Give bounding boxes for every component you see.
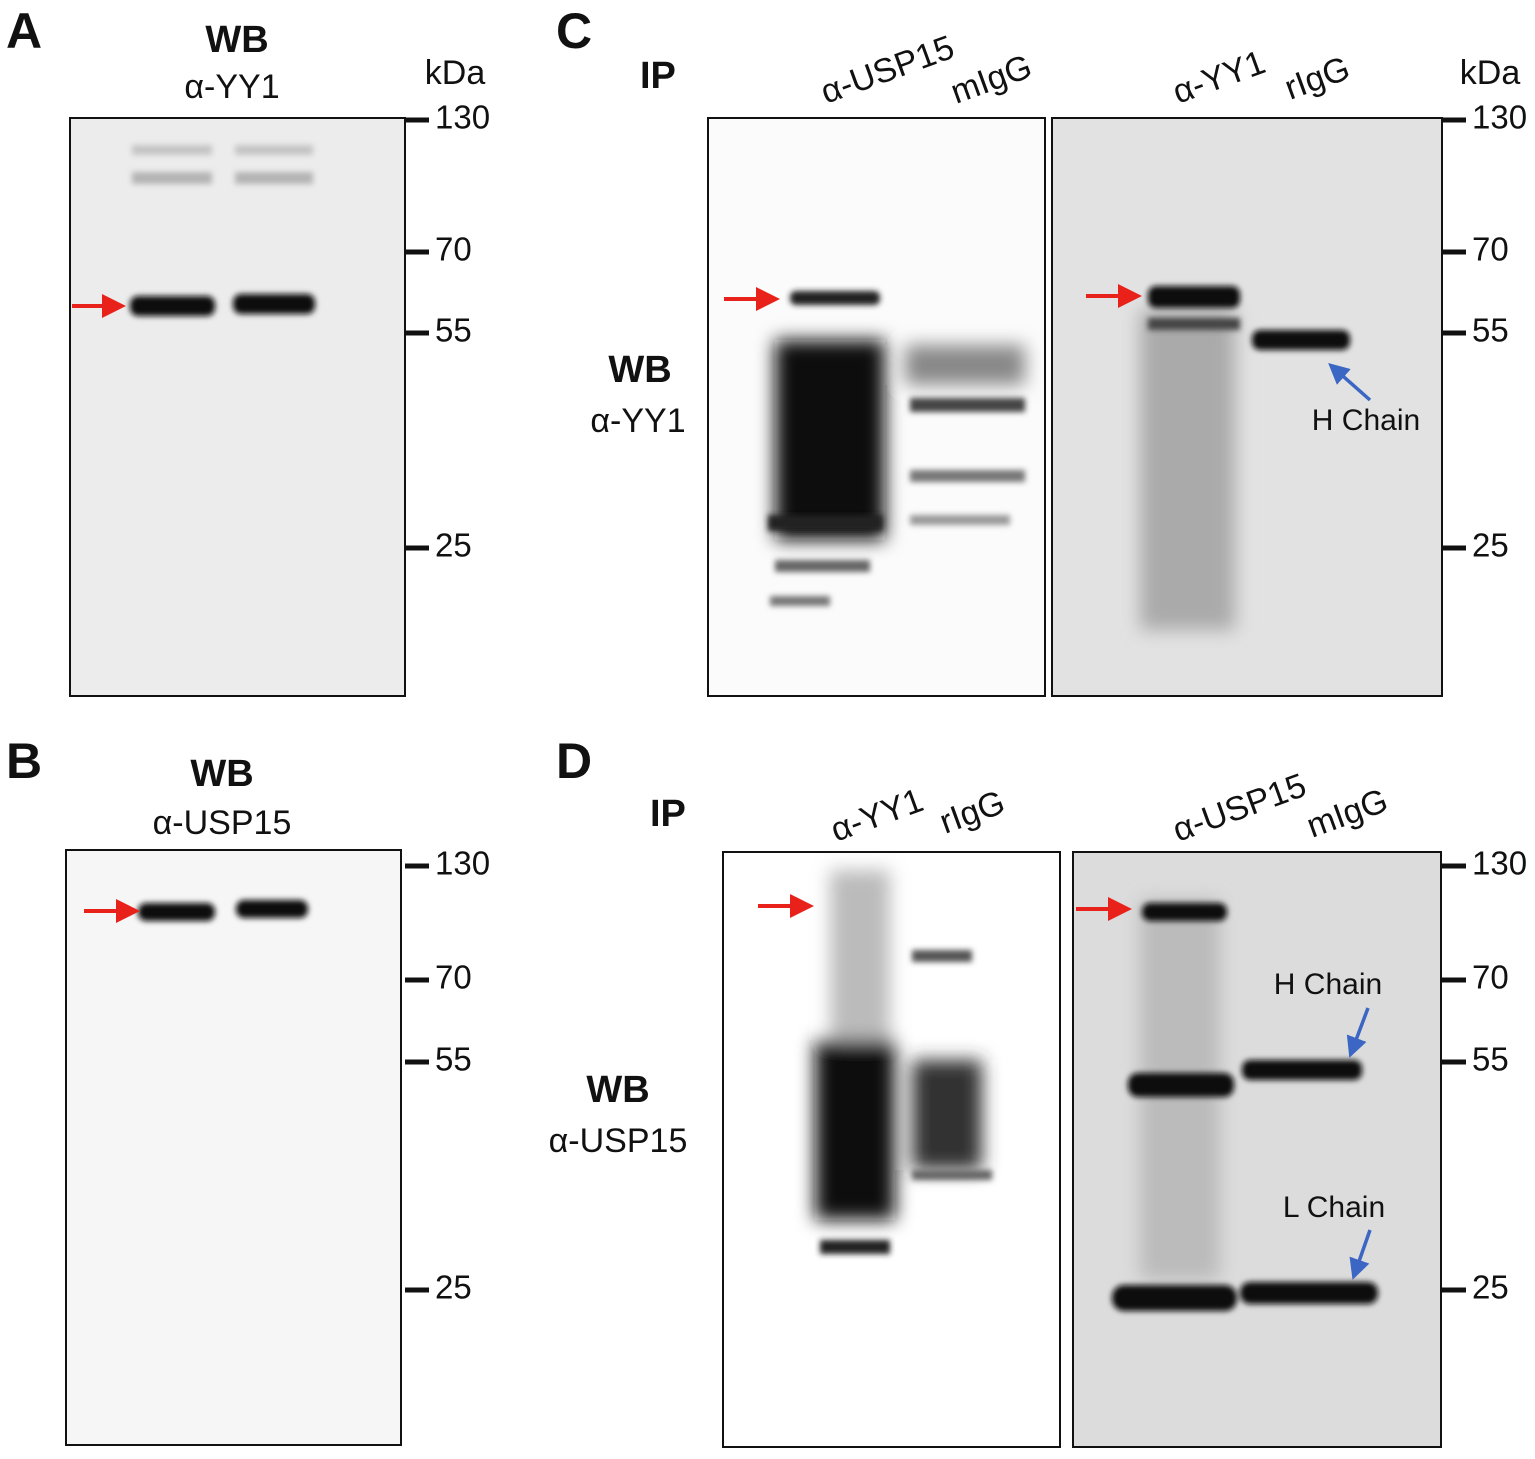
wb-antibody: α-YY1 [590,402,685,440]
lane-label: rIgG [935,783,1010,841]
marker-label: 130 [435,99,490,136]
marker-label: 70 [1472,959,1509,996]
panel-title: WB [205,19,268,61]
bands [138,900,308,921]
panel-subtitle: α-USP15 [153,804,292,842]
unit-label: kDa [1460,54,1521,92]
blot-right [1051,117,1443,697]
panel-letter: C [556,3,592,59]
panel-letter: A [6,3,42,59]
marker-label: 70 [435,231,472,268]
bands [130,145,315,316]
annotation: H Chain [1312,404,1420,437]
marker-label: 130 [435,845,490,882]
panel-letter: B [6,733,42,789]
blue-arrow [1328,363,1372,402]
panel-b: B WB α-USP15 [6,733,402,1446]
lane-label: α-USP15 [816,28,959,111]
lane-label: α-USP15 [1168,766,1311,849]
marker-label: 70 [435,959,472,996]
marker-label: 55 [435,1041,472,1078]
bands [768,286,1350,606]
blot-right [1072,851,1442,1448]
blot [65,849,402,1446]
panel-subtitle: α-YY1 [184,68,279,106]
marker-label: 55 [1472,1041,1509,1078]
marker-label: 25 [1472,1269,1509,1306]
ip-label: IP [650,793,686,835]
wb-label: WB [586,1069,649,1111]
marker-label: 130 [1472,845,1527,882]
annotation: H Chain [1274,968,1382,1001]
panel-d: D IP WB α-USP15 α-YY1 rIgG α-USP15 mIgG … [549,733,1442,1448]
marker-label: 70 [1472,231,1509,268]
lane-label: mIgG [946,47,1037,111]
wb-antibody: α-USP15 [549,1122,688,1160]
lane-label: α-YY1 [826,781,929,849]
wb-label: WB [608,349,671,391]
panel-a: A WB α-YY1 kDa [6,3,486,697]
blot [69,117,406,697]
blot-left [722,851,1061,1448]
marker-label: 25 [435,527,472,564]
lane-label: α-YY1 [1168,43,1271,111]
unit-label: kDa [425,54,486,92]
marker-label: 25 [435,1269,472,1306]
lane-label: rIgG [1280,49,1355,107]
marker-label: 55 [1472,312,1509,349]
ip-label: IP [640,55,676,97]
panel-letter: D [556,733,592,789]
smear [775,310,1235,630]
panel-title: WB [190,753,253,795]
lane-label: mIgG [1302,781,1393,845]
blue-arrow [1349,1229,1372,1280]
marker-label: 55 [435,312,472,349]
marker-label: 130 [1472,99,1527,136]
annotation: L Chain [1283,1191,1385,1224]
marker-label: 25 [1472,527,1509,564]
bands [820,903,1378,1311]
blue-arrow [1346,1007,1370,1058]
panel-c: C IP WB α-YY1 α-USP15 mIgG α-YY1 rIgG kD… [556,3,1521,697]
